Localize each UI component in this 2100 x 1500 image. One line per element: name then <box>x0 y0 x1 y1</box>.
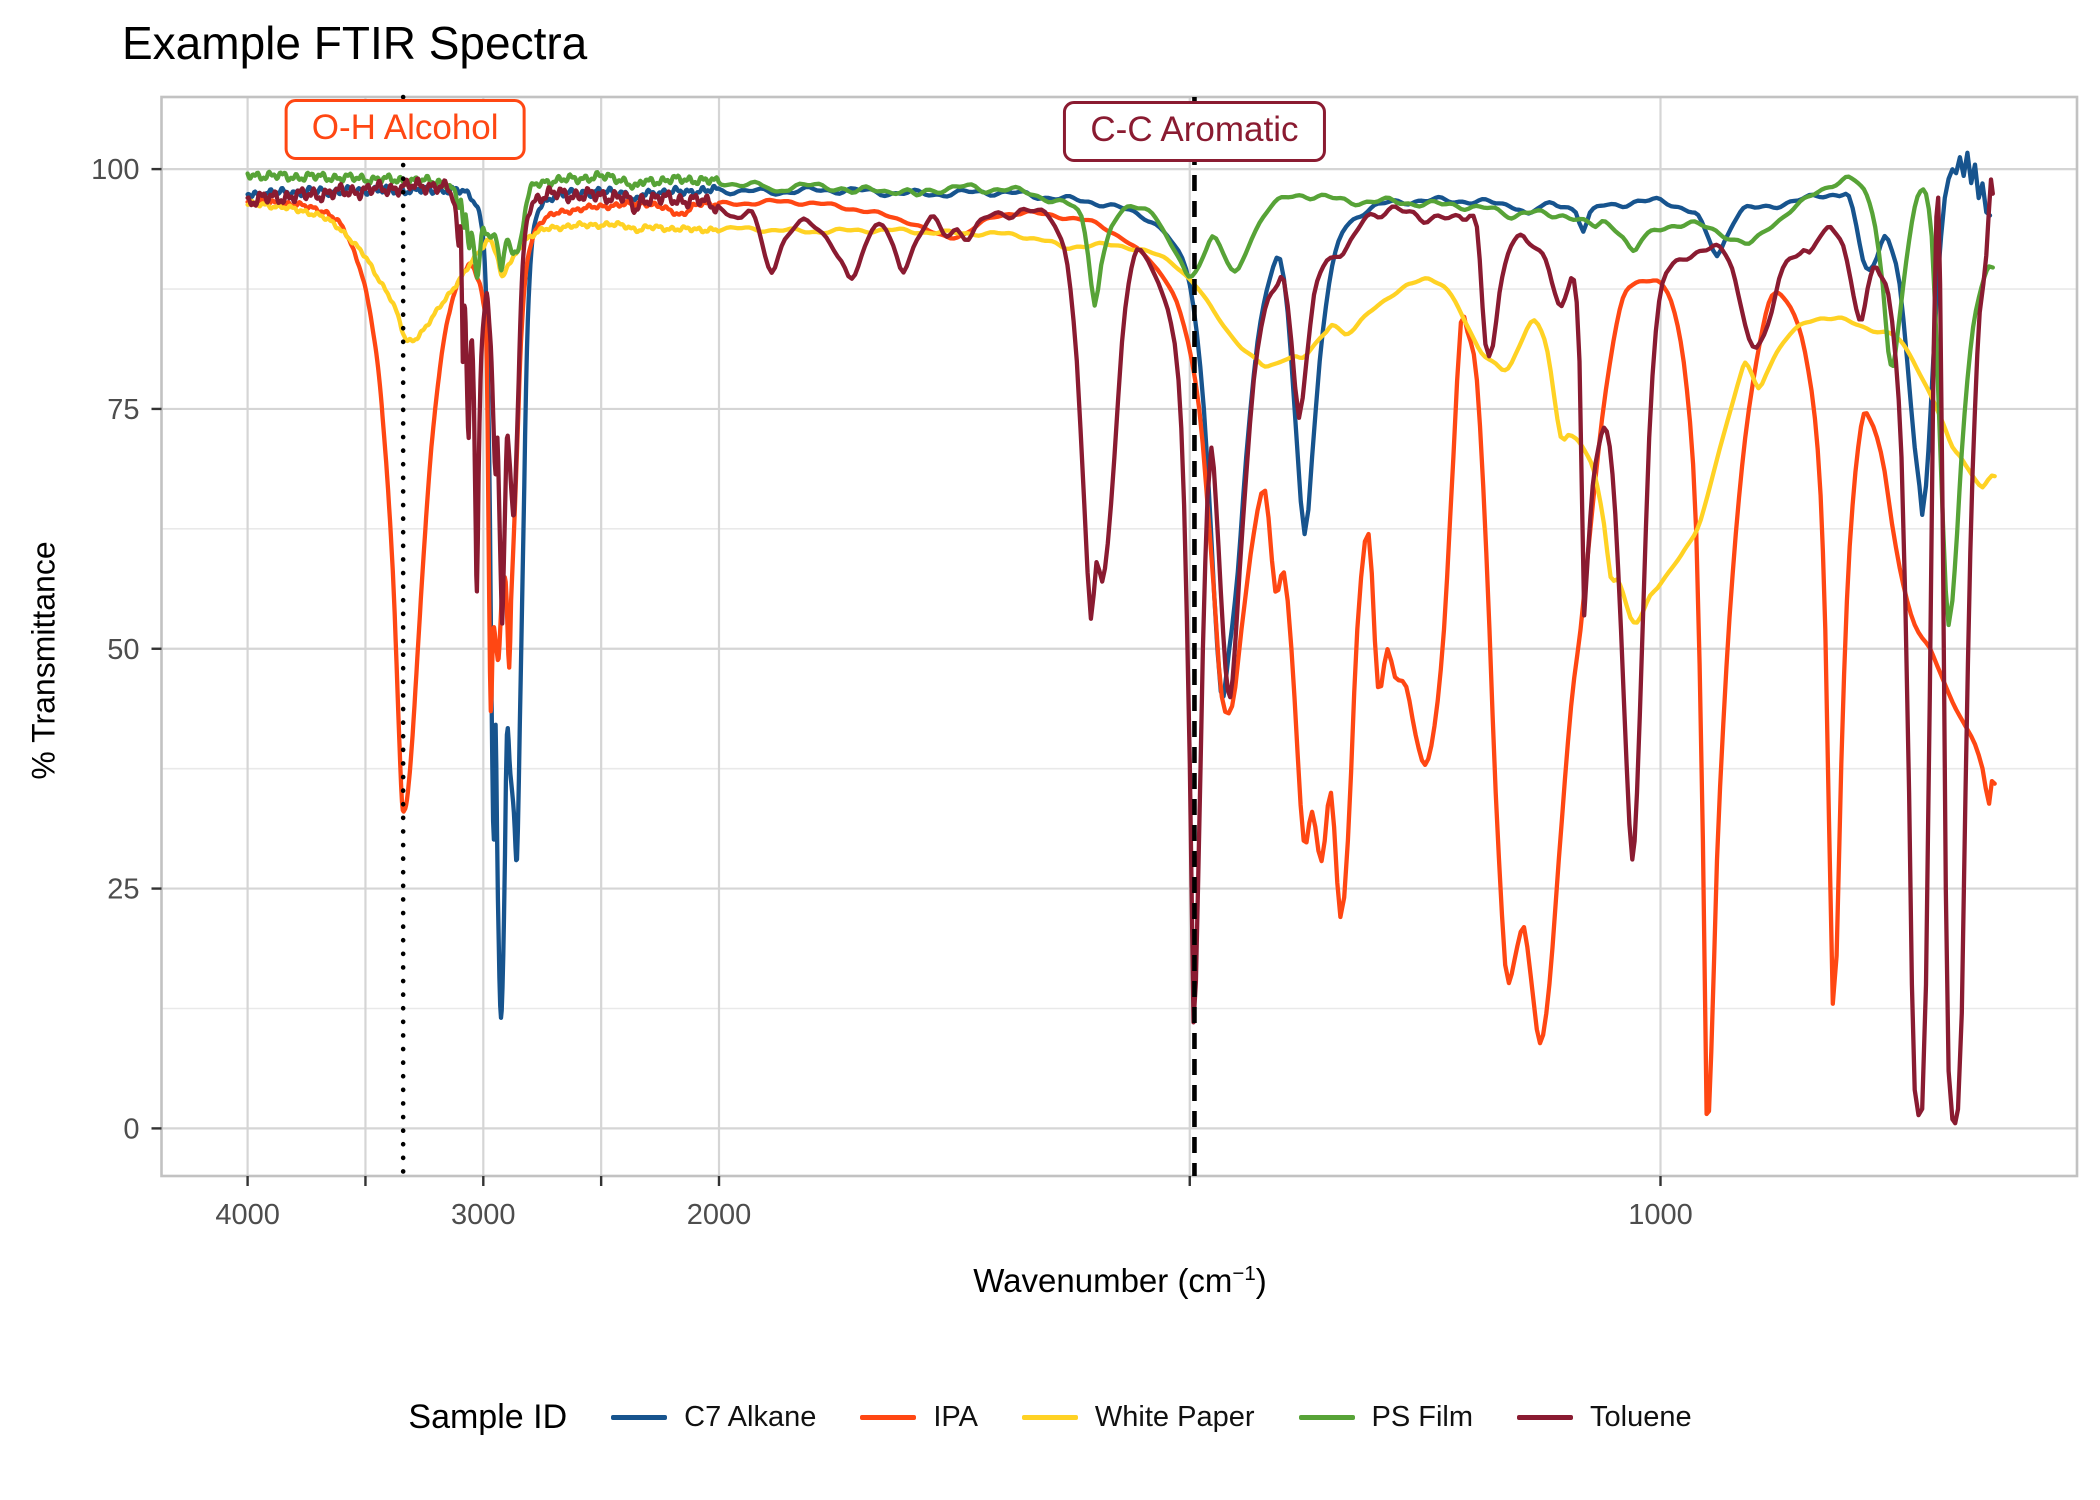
spectrum-line-ipa <box>245 197 1997 1117</box>
legend-item-toluene: Toluene <box>1517 1401 1692 1434</box>
legend-swatch <box>1517 1415 1573 1420</box>
spectrum-line-white-paper <box>245 198 1997 625</box>
x-tick-label: 3000 <box>451 1199 516 1231</box>
x-axis-title-sup: −1 <box>1232 1262 1256 1285</box>
annotation-cc-aromatic: C-C Aromatic <box>1063 101 1326 162</box>
legend-title: Sample ID <box>408 1398 568 1436</box>
x-tick-label: 2000 <box>687 1199 752 1231</box>
y-tick-label: 75 <box>107 394 139 426</box>
spectrum-line-toluene <box>245 176 1995 1126</box>
legend-item-ipa: IPA <box>860 1401 978 1434</box>
legend-item-ps-film: PS Film <box>1298 1401 1474 1434</box>
y-axis-title: % Transmittance <box>25 541 62 780</box>
legend-label: C7 Alkane <box>684 1401 817 1433</box>
legend-swatch <box>1298 1415 1355 1420</box>
legend-swatch <box>1021 1415 1078 1420</box>
x-axis-title-close: ) <box>1255 1262 1267 1299</box>
legend-swatch <box>611 1415 668 1420</box>
legend: Sample ID C7 Alkane IPA White Paper PS Film… <box>0 1398 2100 1437</box>
legend-label: White Paper <box>1094 1401 1255 1433</box>
x-tick-label: 4000 <box>215 1199 280 1231</box>
spectrum-line-ps-film <box>245 169 1995 628</box>
legend-swatch <box>860 1415 917 1420</box>
page-title: Example FTIR Spectra <box>122 17 588 69</box>
legend-label: Toluene <box>1590 1401 1692 1433</box>
y-tick-label: 0 <box>123 1113 139 1145</box>
x-tick-label: 1000 <box>1628 1199 1693 1231</box>
y-tick-label: 50 <box>107 634 139 666</box>
legend-item-c7-alkane: C7 Alkane <box>611 1401 816 1434</box>
annotation-oh-alcohol: O-H Alcohol <box>284 99 526 160</box>
legend-label: IPA <box>933 1401 978 1433</box>
y-tick-label: 100 <box>91 154 139 186</box>
x-axis-title: Wavenumber (cm−1) <box>620 1262 1620 1300</box>
x-axis-title-text: Wavenumber (cm <box>973 1262 1233 1299</box>
panel-border <box>160 95 2079 1178</box>
legend-item-white-paper: White Paper <box>1021 1401 1255 1434</box>
legend-label: PS Film <box>1371 1401 1474 1433</box>
y-tick-label: 25 <box>107 874 139 906</box>
